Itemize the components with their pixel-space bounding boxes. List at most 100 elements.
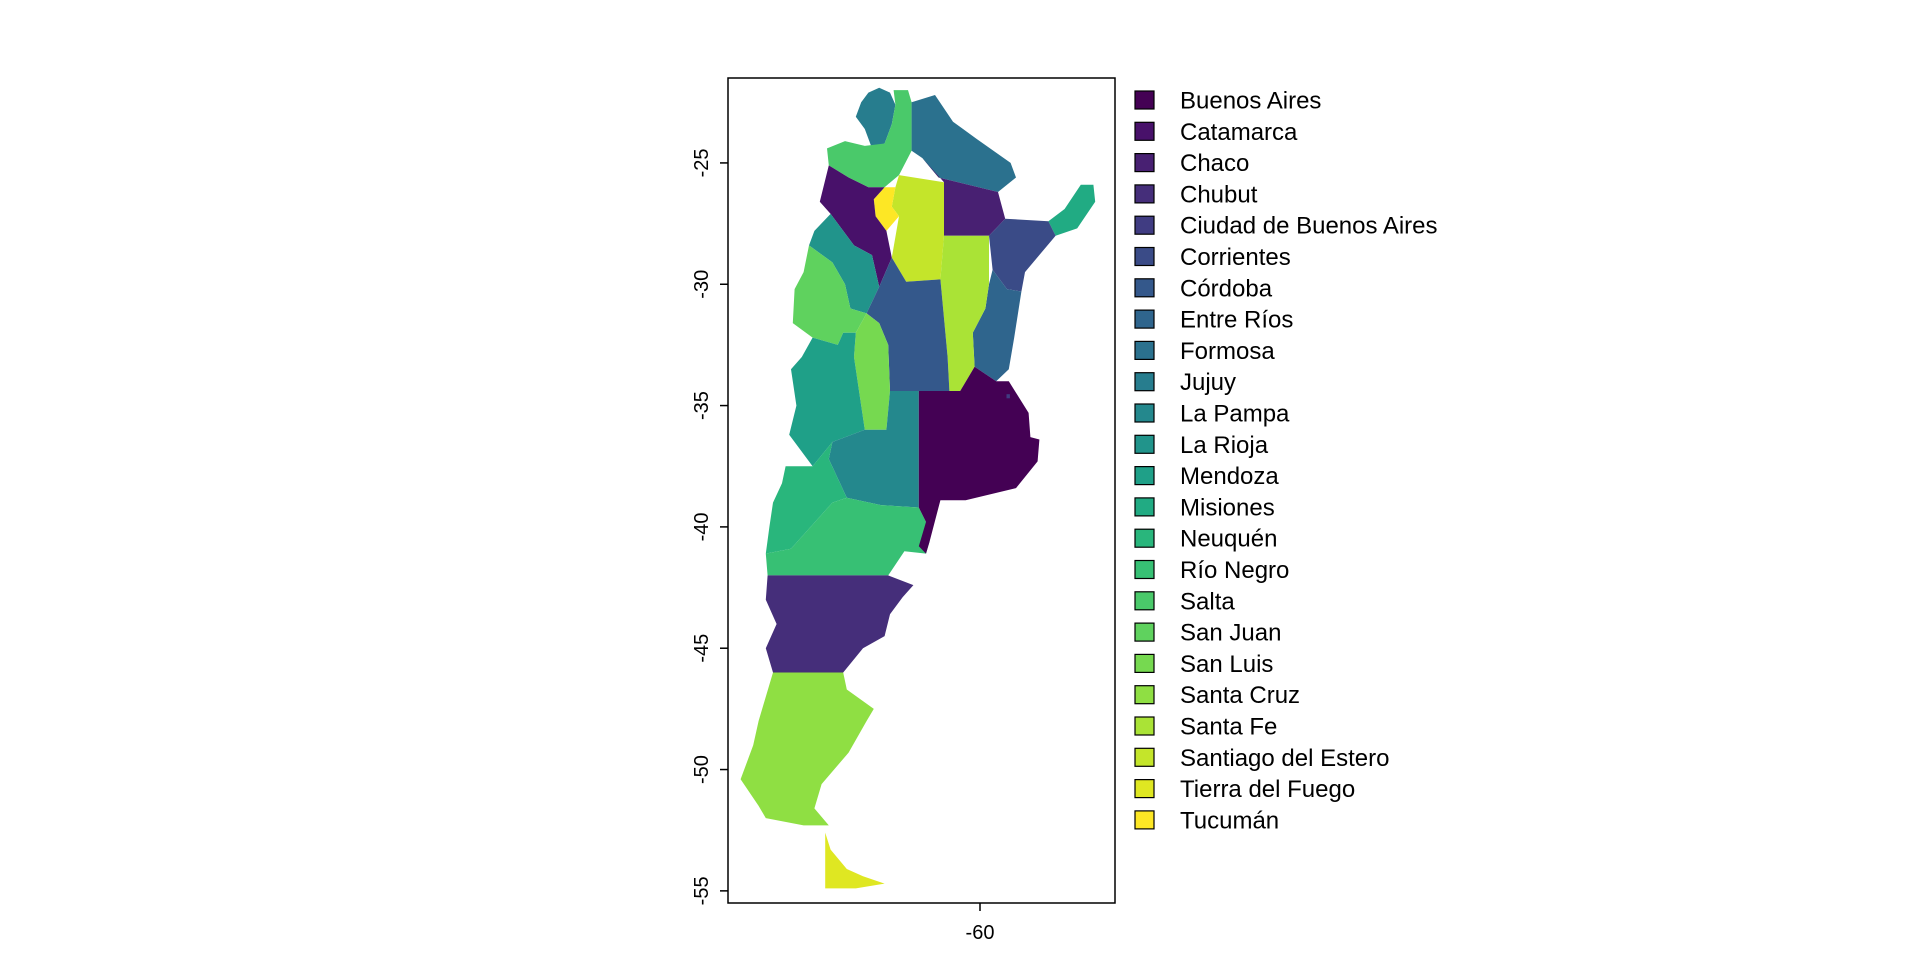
province-salta: [827, 90, 912, 188]
legend-label: San Luis: [1180, 651, 1273, 678]
province-la-pampa: [828, 391, 919, 508]
legend-swatch: [1134, 215, 1155, 235]
legend-item-misiones: Misiones: [1134, 494, 1275, 521]
legend-item-san-luis: San Luis: [1134, 651, 1273, 678]
province-santiago-del-estero: [891, 175, 944, 282]
legend-item-la-rioja: La Rioja: [1134, 432, 1269, 459]
legend-label: San Juan: [1180, 620, 1281, 647]
legend-label: Catamarca: [1180, 119, 1298, 146]
legend-item-catamarca: Catamarca: [1134, 119, 1298, 146]
legend-label: Misiones: [1180, 494, 1275, 521]
legend-label: Santa Cruz: [1180, 682, 1300, 709]
legend-label: Ciudad de Buenos Aires: [1180, 213, 1438, 240]
province-santa-cruz: [740, 672, 874, 826]
legend-swatch: [1134, 716, 1155, 736]
legend-label: Salta: [1180, 588, 1235, 615]
legend-label: Santa Fe: [1180, 714, 1277, 741]
legend-item-la-pampa: La Pampa: [1134, 401, 1290, 428]
legend-swatch: [1134, 121, 1155, 141]
y-tick-label: -25: [691, 148, 713, 177]
legend-swatch: [1134, 528, 1155, 548]
legend-item-rio-negro: Río Negro: [1134, 557, 1289, 584]
legend-label: Tierra del Fuego: [1180, 776, 1355, 803]
legend-swatch: [1134, 810, 1155, 830]
province-san-juan: [792, 245, 867, 345]
legend-label: Buenos Aires: [1180, 88, 1321, 115]
legend-swatch: [1134, 403, 1155, 423]
legend-label: Santiago del Estero: [1180, 745, 1389, 772]
province-cordoba: [866, 257, 950, 394]
y-tick-label: -30: [691, 270, 713, 299]
province-chubut: [765, 575, 914, 673]
province-tierra-del-fuego: [825, 832, 885, 889]
map-layer: [740, 87, 1096, 889]
legend-item-santa-cruz: Santa Cruz: [1134, 682, 1300, 709]
legend-swatch: [1134, 685, 1155, 705]
province-santa-fe: [940, 235, 989, 391]
legend-swatch: [1134, 434, 1155, 454]
legend-item-corrientes: Corrientes: [1134, 244, 1291, 271]
legend-label: Jujuy: [1180, 369, 1236, 396]
legend-item-buenos-aires: Buenos Aires: [1134, 88, 1321, 115]
province-corrientes: [989, 218, 1056, 292]
legend-label: Mendoza: [1180, 463, 1279, 490]
province-catamarca: [819, 165, 892, 287]
legend-label: Tucumán: [1180, 807, 1279, 834]
legend-label: Chubut: [1180, 181, 1258, 208]
legend-swatch: [1134, 278, 1155, 298]
plot-frame: [727, 77, 1116, 904]
legend-label: Corrientes: [1180, 244, 1291, 271]
legend-label: Río Negro: [1180, 557, 1289, 584]
legend-label: Chaco: [1180, 150, 1249, 177]
province-formosa: [911, 95, 1016, 192]
legend-item-entre-rios: Entre Ríos: [1134, 307, 1293, 334]
legend-label: La Pampa: [1180, 401, 1290, 428]
legend-item-mendoza: Mendoza: [1134, 463, 1279, 490]
province-jujuy: [855, 87, 896, 149]
province-misiones: [1048, 184, 1096, 236]
province-entre-rios: [972, 269, 1022, 382]
province-la-rioja: [809, 213, 880, 314]
province-mendoza: [789, 332, 865, 467]
y-tick-label: -40: [691, 512, 713, 541]
x-tick-label: -60: [966, 922, 995, 944]
province-chaco: [922, 158, 1006, 236]
legend-label: Entre Ríos: [1180, 307, 1293, 334]
y-tick-label: -55: [691, 876, 713, 905]
y-tick-label: -45: [691, 634, 713, 663]
legend-item-san-juan: San Juan: [1134, 620, 1281, 647]
axes-layer: -25 -30 -35 -40 -45 -50 -55 -60: [691, 148, 994, 944]
legend-swatch: [1134, 653, 1155, 674]
province-san-luis: [854, 313, 890, 430]
legend-swatch: [1134, 372, 1155, 392]
legend-swatch: [1134, 747, 1155, 767]
legend-swatch: [1134, 153, 1155, 173]
legend-swatch: [1134, 466, 1155, 486]
legend-label: Córdoba: [1180, 275, 1273, 302]
y-tick-label: -50: [691, 755, 713, 784]
legend-item-formosa: Formosa: [1134, 338, 1275, 365]
province-neuquen: [765, 442, 847, 554]
legend-swatch: [1134, 90, 1155, 110]
legend-swatch: [1134, 559, 1155, 580]
legend-label: Neuquén: [1180, 526, 1277, 553]
legend-swatch: [1134, 246, 1155, 267]
province-buenos-aires: [918, 366, 1040, 554]
legend-item-tucuman: Tucumán: [1134, 807, 1279, 834]
legend-swatch: [1134, 622, 1155, 642]
legend-item-jujuy: Jujuy: [1134, 369, 1236, 396]
legend-item-neuquen: Neuquén: [1134, 526, 1277, 553]
legend-swatch: [1134, 340, 1155, 360]
legend-item-ciudad-de-buenos-aires: Ciudad de Buenos Aires: [1134, 213, 1438, 240]
legend-item-chubut: Chubut: [1134, 181, 1258, 208]
legend-item-santa-fe: Santa Fe: [1134, 714, 1277, 741]
y-tick-label: -35: [691, 391, 713, 420]
legend-label: La Rioja: [1180, 432, 1269, 459]
province-ciudad-de-buenos-aires: [1006, 394, 1010, 399]
legend-swatch: [1134, 497, 1155, 517]
legend-swatch: [1134, 184, 1155, 204]
province-rio-negro: [765, 497, 930, 576]
legend-item-santiago-del-estero: Santiago del Estero: [1134, 745, 1389, 772]
legend-label: Formosa: [1180, 338, 1275, 365]
